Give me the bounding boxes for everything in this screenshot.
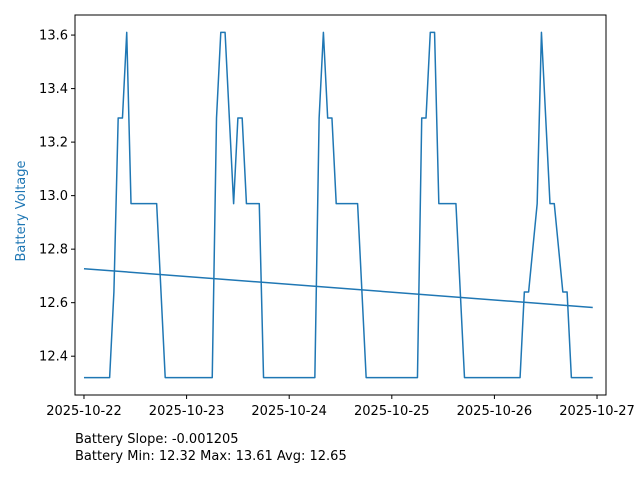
y-tick-label: 12.6 [39, 296, 68, 311]
y-tick-label: 12.4 [39, 350, 68, 365]
battery-trend-line [83, 267, 593, 309]
series-layer [83, 31, 593, 379]
y-axis-ticks: 12.4 12.6 12.8 13.0 13.2 13.4 13.6 [39, 29, 75, 365]
y-axis-label: Battery Voltage [14, 160, 29, 261]
x-tick-label: 2025-10-25 [354, 404, 430, 419]
x-axis-ticks: 2025-10-22 2025-10-23 2025-10-24 2025-10-25… [46, 395, 635, 419]
y-tick-label: 13.2 [39, 136, 68, 151]
x-tick-label: 2025-10-26 [457, 404, 533, 419]
y-tick-label: 13.6 [39, 29, 68, 44]
plot-frame [74, 14, 607, 396]
battery-slope-text: Battery Slope: -0.001205 [75, 432, 239, 447]
y-tick-label: 13.0 [39, 189, 68, 204]
x-tick-label: 2025-10-23 [149, 404, 225, 419]
y-tick-label: 12.8 [39, 243, 68, 258]
x-tick-label: 2025-10-24 [251, 404, 327, 419]
y-tick-label: 13.4 [39, 82, 68, 97]
battery-stats-text: Battery Min: 12.32 Max: 13.61 Avg: 12.65 [75, 449, 347, 464]
battery-voltage-line [83, 31, 593, 379]
x-tick-label: 2025-10-27 [559, 404, 635, 419]
plot-area [75, 15, 606, 395]
x-tick-label: 2025-10-22 [46, 404, 122, 419]
